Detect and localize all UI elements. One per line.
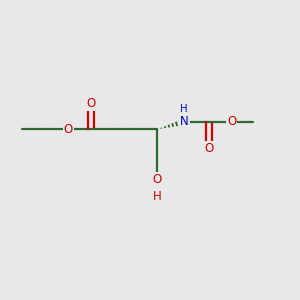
Text: O: O <box>227 115 236 128</box>
Text: O: O <box>64 123 73 136</box>
Text: N: N <box>180 115 189 128</box>
Text: H: H <box>153 190 162 203</box>
Text: H: H <box>180 104 188 114</box>
Text: O: O <box>205 142 214 155</box>
Text: O: O <box>153 173 162 186</box>
Text: O: O <box>86 98 95 110</box>
